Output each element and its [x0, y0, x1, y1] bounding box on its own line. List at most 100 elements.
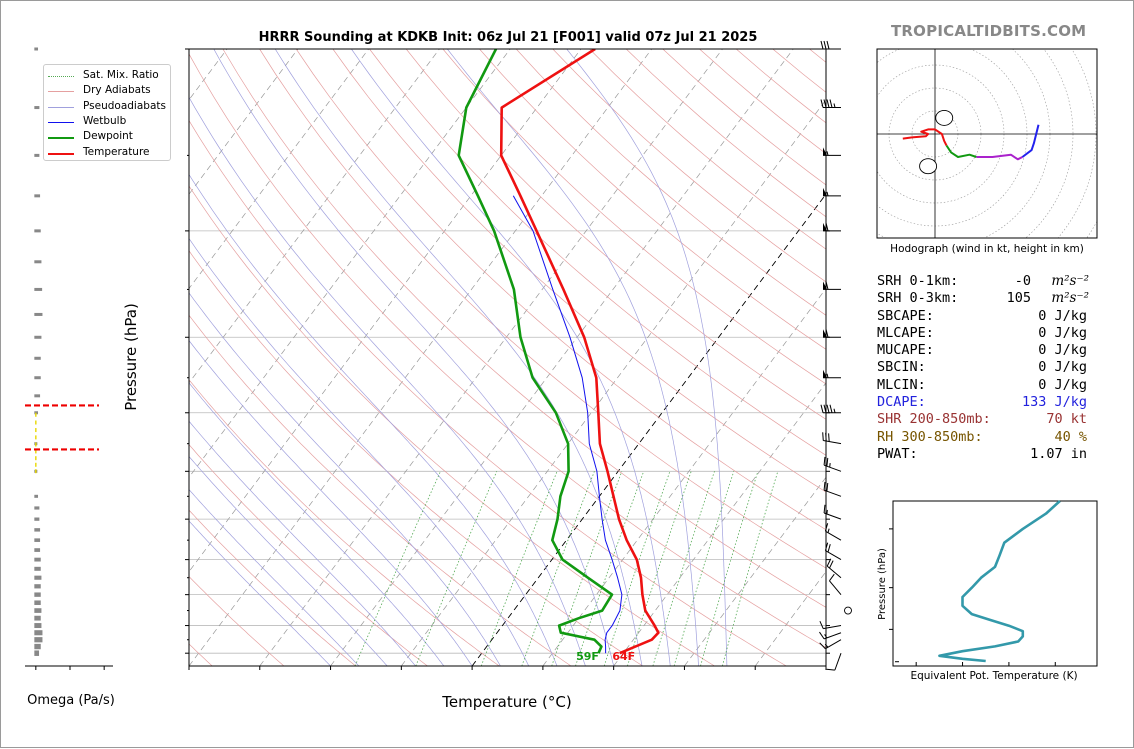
legend-swatch [48, 76, 74, 77]
mixing-ratio-line [722, 471, 777, 666]
theta-e-frame [893, 501, 1097, 666]
index-label: SRH 0-3km: [877, 290, 958, 306]
index-label: RH 300-850mb: [877, 429, 983, 445]
wind-barb [825, 523, 841, 540]
omega-bar [34, 592, 40, 596]
index-label: MUCAPE: [877, 342, 934, 358]
barb-full [827, 100, 829, 108]
index-label: SHR 200-850mb: [877, 411, 991, 427]
omega-bar [34, 650, 39, 656]
barb-full [826, 433, 827, 441]
index-value: 40 % [1054, 429, 1087, 445]
isotherm [118, 49, 581, 666]
wind-barb [821, 405, 841, 413]
legend-label: Dry Adiabats [83, 84, 151, 96]
calm-circle [845, 607, 852, 614]
barb-full [819, 632, 824, 639]
isotherm [260, 49, 723, 666]
barb-full [821, 405, 823, 413]
barb-full [830, 561, 834, 568]
barb-half [827, 192, 828, 196]
index-label: DCAPE: [877, 394, 926, 410]
surface-temperature-label: 64F [612, 650, 635, 663]
index-row: SHR 200-850mb:70 kt [877, 411, 1127, 428]
storm-motion-marker [920, 159, 937, 174]
barb-full [824, 41, 826, 49]
index-value: -0 [1015, 273, 1031, 289]
barb-half [834, 409, 835, 413]
skewt-ylabel: Pressure (hPa) [122, 303, 140, 411]
omega-dgz-bar [35, 413, 36, 417]
moist-adiabat [447, 49, 698, 666]
omega-dgz-bar [35, 456, 36, 460]
mixing-ratio-line [481, 471, 557, 666]
wind-barb [821, 100, 841, 108]
theta-e-xlabel: Equivalent Pot. Temperature (K) [910, 670, 1077, 682]
barb-full [827, 483, 828, 491]
index-unit: m²s⁻² [1051, 290, 1089, 306]
omega-bar [34, 106, 39, 109]
wind-barb [824, 505, 841, 519]
wind-barb [821, 41, 841, 49]
index-row: SBCIN:0 J/kg [877, 359, 1127, 376]
omega-dgz-bar [35, 443, 36, 447]
theta-e-chart: Equivalent Pot. Temperature (K) Pressure… [877, 501, 1097, 682]
skewt-profiles [459, 49, 659, 653]
index-label: SBCIN: [877, 359, 926, 375]
omega-bar [34, 538, 40, 542]
omega-bar [34, 154, 39, 157]
hodograph-segment [903, 129, 947, 145]
dry-adiabat [113, 49, 715, 666]
barb-half [827, 151, 828, 155]
barb-full [829, 433, 830, 441]
legend-label: Temperature [83, 146, 150, 158]
omega-bar [34, 229, 40, 232]
storm-motion-marker [936, 110, 953, 125]
skewt-xlabel: Temperature (°C) [441, 693, 571, 711]
skewt-frame [189, 49, 826, 666]
barb-full [827, 669, 835, 670]
wind-barbs [819, 41, 851, 670]
omega-dgz-bar [35, 428, 36, 432]
index-value: 0 J/kg [1038, 325, 1087, 341]
omega-bar [34, 336, 41, 339]
barb-full [830, 405, 832, 413]
omega-bar [34, 584, 40, 588]
isotherm [472, 49, 935, 666]
omega-bar [34, 48, 38, 51]
barb-full [824, 482, 825, 490]
legend-label: Dewpoint [83, 130, 133, 142]
omega-bar [34, 548, 40, 552]
omega-bar [34, 260, 41, 263]
moist-adiabat [164, 49, 586, 666]
wind-barb [819, 632, 841, 639]
barb-full [820, 621, 823, 629]
wind-barb [823, 432, 841, 443]
index-row: RH 300-850mb: 40 % [877, 429, 1127, 446]
barb-full [821, 100, 823, 108]
theta-e-profile [939, 501, 1060, 661]
index-row: MUCAPE:0 J/kg [877, 342, 1127, 359]
index-row: PWAT:1.07 in [877, 446, 1127, 463]
index-label: MLCIN: [877, 377, 926, 393]
wind-barb [845, 607, 852, 614]
omega-dgz-bar [35, 421, 36, 425]
dry-adiabat [186, 49, 858, 666]
legend-swatch [48, 91, 74, 92]
omega-bar [34, 558, 40, 562]
legend-swatch [48, 107, 74, 108]
dry-adiabat [150, 49, 787, 666]
omega-dgz-bar [35, 435, 36, 439]
omega-bar [34, 518, 39, 521]
wind-barb [824, 482, 841, 496]
index-row: MLCAPE:0 J/kg [877, 325, 1127, 342]
theta-e-ylabel: Pressure (hPa) [877, 548, 888, 620]
omega-bar [34, 608, 41, 613]
barb-staff [829, 581, 841, 595]
index-unit: m²s⁻² [1051, 273, 1089, 289]
legend-swatch [48, 122, 74, 123]
wind-barb [824, 457, 841, 471]
omega-bar [34, 357, 40, 360]
index-row: MLCIN:0 J/kg [877, 377, 1127, 394]
